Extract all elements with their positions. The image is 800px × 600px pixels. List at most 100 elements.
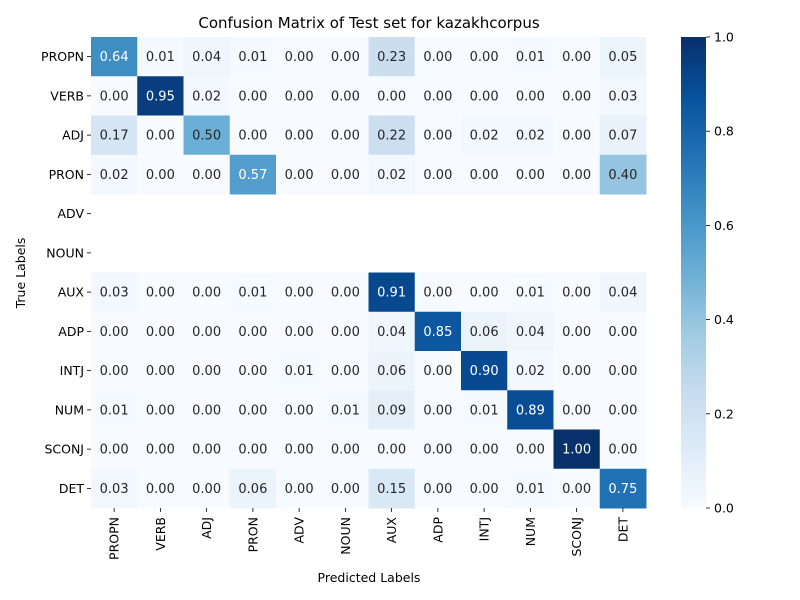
y-tick-label: PROPN (41, 49, 84, 64)
cell-value-label: 0.57 (238, 168, 267, 183)
heatmap-cell (322, 154, 369, 195)
heatmap-cell (276, 115, 323, 156)
cell-value-label: 0.00 (146, 286, 175, 301)
heatmap-cell (322, 468, 369, 509)
cell-value-label: 0.01 (516, 50, 545, 65)
heatmap-cell (553, 272, 601, 313)
cell-value-label: 0.00 (423, 50, 452, 65)
heatmap-cell (137, 37, 184, 77)
cell-value-label: 0.00 (331, 89, 360, 104)
heatmap-cell (137, 468, 184, 509)
heatmap-cell (553, 37, 601, 77)
heatmap-cell (137, 272, 184, 313)
cell-value-label: 0.03 (100, 482, 129, 497)
x-tick-label: VERB (153, 517, 168, 551)
heatmap-cell (461, 76, 508, 116)
cell-value-label: 0.00 (285, 89, 314, 104)
heatmap-cell (461, 468, 508, 509)
heatmap-cell (553, 351, 601, 391)
heatmap-cell (276, 311, 323, 352)
cell-value-label: 0.01 (100, 403, 129, 418)
cell-value-label: 0.03 (100, 286, 129, 301)
heatmap-cell (507, 468, 554, 509)
cell-value-label: 0.05 (608, 50, 637, 65)
y-tick-label: SCONJ (44, 442, 84, 457)
heatmap-cell (137, 351, 184, 391)
cell-value-label: 0.00 (238, 325, 267, 340)
heatmap-cell (414, 115, 462, 156)
cell-value-label: 0.00 (285, 482, 314, 497)
heatmap-cell (368, 272, 416, 313)
heatmap-cell (461, 272, 508, 313)
cell-value-label: 0.00 (423, 286, 452, 301)
cell-value-label: 0.00 (562, 482, 591, 497)
heatmap-cell (414, 37, 462, 77)
heatmap-cell (461, 154, 508, 195)
y-tick-label: ADP (58, 324, 84, 339)
colorbar-tick-label: 1.0 (714, 30, 734, 45)
cell-value-label: 0.00 (331, 286, 360, 301)
cell-value-label: 0.00 (516, 168, 545, 183)
colorbar-tick-label: 0.2 (714, 406, 734, 421)
heatmap-cell (553, 154, 601, 195)
colorbar-tick-label: 0.0 (714, 501, 734, 516)
cell-value-label: 0.00 (377, 443, 406, 458)
cell-value-label: 0.00 (470, 50, 499, 65)
cell-value-label: 0.00 (331, 168, 360, 183)
heatmap-cell (137, 390, 184, 430)
heatmap-cell (91, 429, 138, 470)
heatmap-cell (137, 429, 184, 470)
cell-value-label: 1.00 (562, 443, 591, 458)
colorbar-tick-label: 0.8 (714, 124, 734, 139)
heatmap-cell (183, 272, 231, 313)
x-tick-label: NUM (523, 517, 538, 546)
cell-value-label: 0.00 (423, 89, 452, 104)
heatmap-cell (507, 37, 554, 77)
cell-value-label: 0.00 (470, 482, 499, 497)
x-tick-label: INTJ (477, 517, 492, 541)
colorbar-tick-label: 0.4 (714, 312, 734, 327)
heatmap-cell (461, 311, 508, 352)
heatmap-cell (276, 154, 323, 195)
heatmap-cell (461, 390, 508, 430)
y-tick-label: VERB (50, 88, 84, 103)
heatmap-cell (276, 390, 323, 430)
cell-value-label: 0.00 (562, 364, 591, 379)
cell-value-label: 0.00 (285, 325, 314, 340)
heatmap-cell (91, 154, 138, 195)
cell-value-label: 0.00 (238, 129, 267, 144)
cell-value-label: 0.00 (192, 286, 221, 301)
cell-value-label: 0.00 (470, 89, 499, 104)
heatmap-cell (507, 390, 554, 430)
x-tick-label: DET (615, 517, 630, 543)
heatmap-cell (368, 429, 416, 470)
y-tick-label: NUM (55, 402, 84, 417)
heatmap-cell (183, 115, 231, 156)
y-tick-label: INTJ (60, 363, 84, 378)
cell-value-label: 0.00 (470, 168, 499, 183)
cell-value-label: 0.00 (516, 443, 545, 458)
cell-value-label: 0.01 (285, 364, 314, 379)
heatmap-cell (599, 351, 647, 391)
heatmap-cell (461, 115, 508, 156)
x-axis-ticks: PROPN VERB ADJ PRON ADV NOUN AUX ADP INTJ NUM SCON… (107, 508, 630, 560)
heatmap-cell (553, 115, 601, 156)
cell-value-label: 0.00 (423, 168, 452, 183)
cell-value-label: 0.00 (331, 325, 360, 340)
heatmap-cell (461, 429, 508, 470)
heatmap-cell (414, 76, 462, 116)
cell-value-label: 0.00 (562, 168, 591, 183)
heatmap-cell (414, 311, 462, 352)
cell-value-label: 0.01 (516, 286, 545, 301)
cell-value-label: 0.00 (423, 443, 452, 458)
heatmap-cell (91, 311, 138, 352)
cell-value-label: 0.00 (562, 403, 591, 418)
heatmap-cell (276, 468, 323, 509)
heatmap-cell (414, 468, 462, 509)
x-tick-label: ADV (292, 517, 307, 544)
cell-value-label: 0.00 (331, 443, 360, 458)
cell-value-label: 0.01 (516, 482, 545, 497)
heatmap-cell (276, 429, 323, 470)
heatmap-cell (599, 272, 647, 313)
cell-value-label: 0.02 (100, 168, 129, 183)
